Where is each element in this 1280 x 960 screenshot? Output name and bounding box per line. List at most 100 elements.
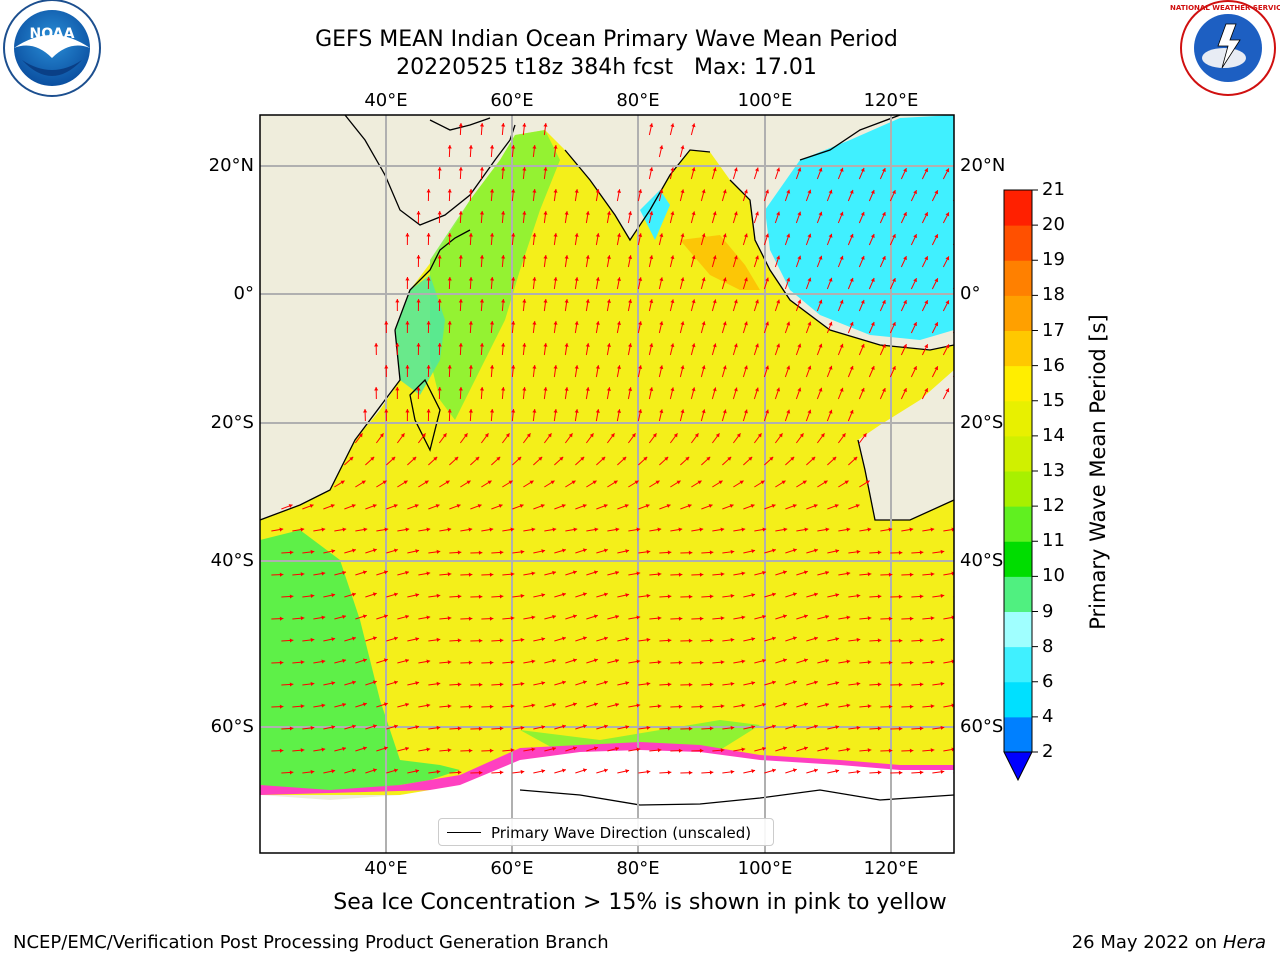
wave-arrowhead [412,456,417,461]
wave-arrowhead [867,572,872,577]
wave-arrowhead [372,504,377,508]
legend-line-swatch [447,832,481,833]
wave-arrowhead [447,409,452,413]
wave-arrowhead [501,167,506,171]
wave-arrowhead [532,145,537,149]
wave-arrowhead [797,343,802,348]
wave-arrowhead [701,233,706,238]
wave-arrowhead [415,549,420,554]
lon-tick-top: 100°E [737,90,793,111]
wave-arrowhead [603,680,608,685]
wave-arrowhead [664,456,669,461]
wave-arrowhead [616,321,622,325]
wave-arrowhead [813,504,818,508]
wave-arrowhead [479,255,485,259]
wave-arrowhead [881,212,886,217]
wave-arrowhead [321,615,326,620]
wave-arrowhead [582,680,587,685]
wave-arrowhead [352,768,356,773]
wave-arrowhead [424,480,429,485]
wave-arrowhead [892,278,896,283]
wave-arrowhead [657,616,662,621]
wave-arrowhead [585,211,590,215]
wave-arrowhead [300,748,305,753]
wave-arrowhead [510,660,515,665]
wave-arrowhead [892,234,896,239]
wave-arrowhead [940,681,945,686]
wave-arrowhead [541,637,546,642]
wave-arrowhead [697,480,702,485]
wave-arrowhead [741,615,746,620]
wave-arrowhead [582,768,587,773]
wave-arrowhead [562,680,566,685]
wave-arrowhead [520,769,525,774]
wave-arrowhead [543,343,548,347]
wave-arrowhead [289,726,294,731]
wave-arrowhead [846,615,851,620]
wave-arrowhead [786,365,791,370]
wave-arrowhead [832,456,837,461]
wave-arrowhead [405,321,410,325]
wave-arrowhead [757,433,762,438]
wave-arrowhead [956,366,960,370]
wave-arrowhead [352,548,356,553]
wave-arrowhead [823,480,828,485]
wave-arrowhead [279,572,284,577]
wave-arrowhead [616,189,622,193]
wave-arrowhead [595,277,600,281]
wave-arrowhead [701,277,706,282]
wave-arrowhead [279,527,284,532]
wave-arrowhead [426,409,431,413]
wave-arrowhead [856,769,861,774]
wave-arrowhead [574,189,579,193]
wave-arrowhead [564,211,569,215]
wave-arrowhead [636,747,641,752]
wave-arrowhead [541,769,546,774]
wave-arrowhead [670,299,675,304]
wave-arrowhead [649,255,654,260]
wave-arrowhead [638,321,643,326]
wave-arrowhead [888,527,893,532]
wave-arrowhead [393,548,398,553]
wave-arrowhead [415,725,420,730]
wave-arrowhead [709,594,714,599]
wave-arrowhead [331,725,336,730]
wave-arrowhead [468,616,473,621]
wave-arrowhead [930,616,935,621]
wave-arrowhead [733,255,738,260]
wave-arrowhead [748,456,753,461]
lat-tick-left: 20°N [208,155,254,176]
wave-arrowhead [564,343,569,347]
wave-arrowhead [807,409,812,414]
wave-arrowhead [846,703,851,708]
wave-arrowhead [667,550,672,555]
wave-arrowhead [659,277,664,282]
wave-arrowhead [709,682,714,687]
wave-arrowhead [498,504,503,508]
wave-arrowhead [646,593,651,598]
wave-arrowhead [659,189,664,194]
wave-arrowhead [655,480,660,485]
wave-arrowhead [919,594,924,599]
wave-arrowhead [691,167,696,172]
wave-arrowhead [573,527,578,532]
wave-arrowhead [615,527,620,532]
colorbar-label: 2 [1042,741,1054,762]
ocean-region [430,130,560,420]
wave-arrowhead [574,409,579,413]
wave-arrowhead [625,769,630,774]
wave-arrowhead [720,704,725,709]
wave-arrowhead [391,456,396,461]
wave-arrowhead [657,527,662,532]
wave-arrowhead [458,123,463,127]
colorbar-segment [1004,295,1032,331]
wave-arrowhead [877,682,882,687]
wave-arrowhead [670,211,675,216]
wave-arrowhead [828,189,833,194]
lat-tick-left: 40°S [210,550,254,571]
wave-arrowhead [362,746,367,751]
wave-arrowhead [511,277,516,281]
wave-arrowhead [613,480,618,485]
wave-arrowhead [712,387,717,392]
wave-arrowhead [571,480,576,485]
